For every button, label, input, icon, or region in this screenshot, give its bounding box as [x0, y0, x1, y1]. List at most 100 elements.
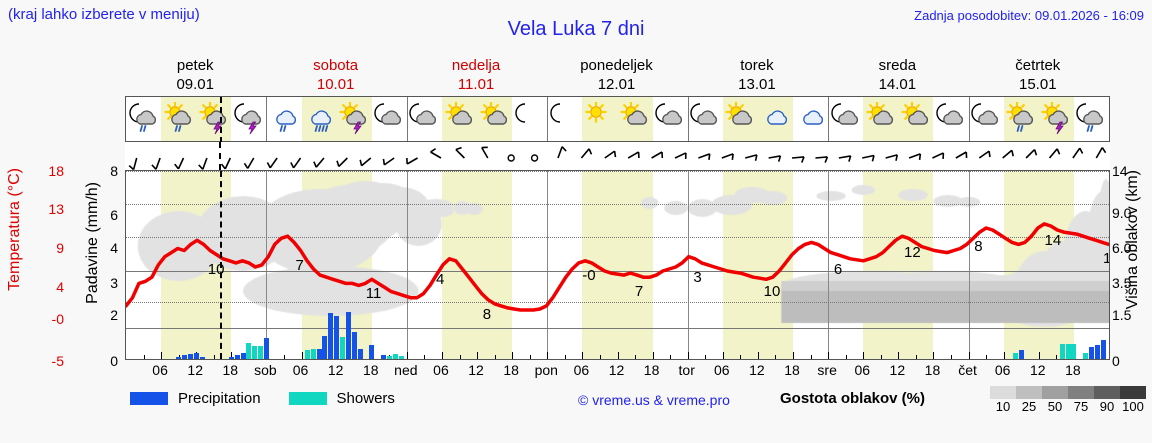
day-name: četrtek [1015, 57, 1061, 74]
cloud-density-legend-title: Gostota oblakov (%) [780, 390, 926, 407]
x-axis-tick-mark [968, 352, 970, 359]
precipitation-bar [380, 355, 386, 359]
temperature-label: 7 [634, 283, 644, 301]
precipitation-bar [263, 337, 269, 359]
x-axis-tick-label: 18 [222, 362, 239, 378]
x-axis-tick-label: čet [958, 362, 977, 378]
cloud-density-swatch [1068, 386, 1094, 399]
temperature-label: 8 [482, 305, 492, 323]
x-axis-tick-label: sre [817, 362, 837, 378]
day-separator [547, 97, 549, 141]
x-axis-tick-label: 18 [643, 362, 660, 378]
precipitation-bar [193, 353, 199, 359]
precipitation-bar [316, 348, 322, 359]
precipitation-bar [234, 354, 240, 359]
x-axis-tick-mark [757, 352, 759, 359]
current-time-marker [219, 171, 222, 359]
x-axis-tick-label: 12 [889, 362, 906, 378]
cloud-tick: 6.0 [1112, 240, 1132, 256]
x-axis-tick-label: 12 [327, 362, 344, 378]
temp-tick: 13 [48, 201, 64, 217]
day-separator [687, 171, 689, 359]
temperature-label: -0 [582, 266, 596, 284]
x-axis-tick-mark [793, 352, 795, 359]
precipitation-bar [228, 356, 234, 359]
x-axis-tick-mark [617, 352, 619, 359]
day-header-nedelja: nedelja 11.01 [406, 56, 546, 94]
weather-icon-sun-cloud-thunder [196, 97, 231, 141]
x-axis-tick-mark [915, 355, 917, 359]
x-axis-tick-mark [740, 355, 742, 359]
x-axis-tick-mark [1056, 355, 1058, 359]
temperature-label: 6 [833, 260, 843, 278]
cloud-density-value: 100 [1122, 399, 1144, 414]
day-separator [828, 171, 830, 359]
x-axis-tick-label: tor [678, 362, 695, 378]
x-axis-tick-label: 06 [292, 362, 309, 378]
weather-icon-sun-cloud [723, 97, 758, 141]
day-separator [406, 171, 408, 359]
day-separator [547, 171, 549, 359]
temp-tick: 9 [56, 240, 64, 256]
x-axis-tick-label: 06 [573, 362, 590, 378]
weather-icon-sun-cloud [863, 97, 898, 141]
x-axis-tick-mark [477, 352, 479, 359]
x-axis-tick-mark [705, 355, 707, 359]
day-date: 15.01 [1019, 76, 1057, 93]
temperature-label: 14 [1044, 231, 1062, 249]
day-header-petek: petek 09.01 [125, 56, 265, 94]
day-name: nedelja [451, 57, 501, 74]
x-axis-tick-label: 18 [362, 362, 379, 378]
weather-icon-sun [582, 97, 617, 141]
day-separator [406, 97, 408, 141]
day-separator [266, 171, 268, 359]
precipitation-legend: Precipitation Showers [130, 390, 395, 407]
precipitation-bar [392, 354, 398, 359]
temperature-label: 10 [207, 260, 225, 278]
precipitation-bar [334, 315, 340, 359]
precipitation-bar [1012, 353, 1018, 359]
x-axis-tick-mark [933, 352, 935, 359]
x-axis-tick-mark [582, 352, 584, 359]
precipitation-bar [328, 312, 334, 359]
x-axis-tick-mark [231, 352, 233, 359]
day-date: 09.01 [176, 76, 214, 93]
day-header-torek: torek 13.01 [687, 56, 827, 94]
temperature-curve [126, 222, 1109, 312]
credit-link[interactable]: © vreme.us & vreme.pro [578, 392, 730, 408]
weather-icon-sun-cloud-rain [1004, 97, 1039, 141]
wind-barb-row [125, 142, 1110, 170]
temp-tick: 18 [48, 163, 64, 179]
x-axis-tick-mark [494, 355, 496, 359]
weather-icon-moon-cloud-thunder [231, 97, 266, 141]
gridline-horizontal [126, 271, 1109, 272]
wind-barbs [128, 146, 1107, 170]
weather-icon-sun-cloud-thunder [337, 97, 372, 141]
precipitation-bar [1059, 343, 1065, 359]
cloud-density-value: 25 [1021, 399, 1037, 414]
day-name: sobota [313, 57, 359, 74]
weather-icon-sun-cloud [618, 97, 653, 141]
x-axis-tick-label: pon [534, 362, 558, 378]
current-time-marker-icons [219, 97, 222, 143]
x-axis-tick-label: 18 [1065, 362, 1081, 378]
menu-hint-text: (kraj lahko izberete v meniju) [8, 6, 200, 23]
cloud-density-swatch [1042, 386, 1068, 399]
weather-icon-sun-cloud [898, 97, 933, 141]
day-separator [828, 97, 830, 141]
cloud-tick: 0 [1112, 353, 1120, 369]
x-axis-tick-mark [810, 355, 812, 359]
x-axis-tick-mark [301, 352, 303, 359]
temp-tick: -0 [51, 311, 64, 327]
day-date: 12.01 [597, 76, 636, 93]
x-axis-tick-mark [951, 355, 953, 359]
prec-tick: 6 [110, 207, 118, 223]
temperature-label: 11 [365, 285, 382, 303]
graph-area: 10 7 11 4 8 -0 7 3 10 6 12 8 14 10 [125, 170, 1110, 360]
x-axis-tick-label: 18 [503, 362, 519, 378]
day-name: ponedeljek [580, 57, 653, 74]
x-axis-tick-label: 12 [608, 362, 625, 378]
x-axis-tick-label: 06 [854, 362, 871, 378]
x-axis-tick-mark [880, 355, 882, 359]
showers-legend-label: Showers [336, 390, 395, 407]
